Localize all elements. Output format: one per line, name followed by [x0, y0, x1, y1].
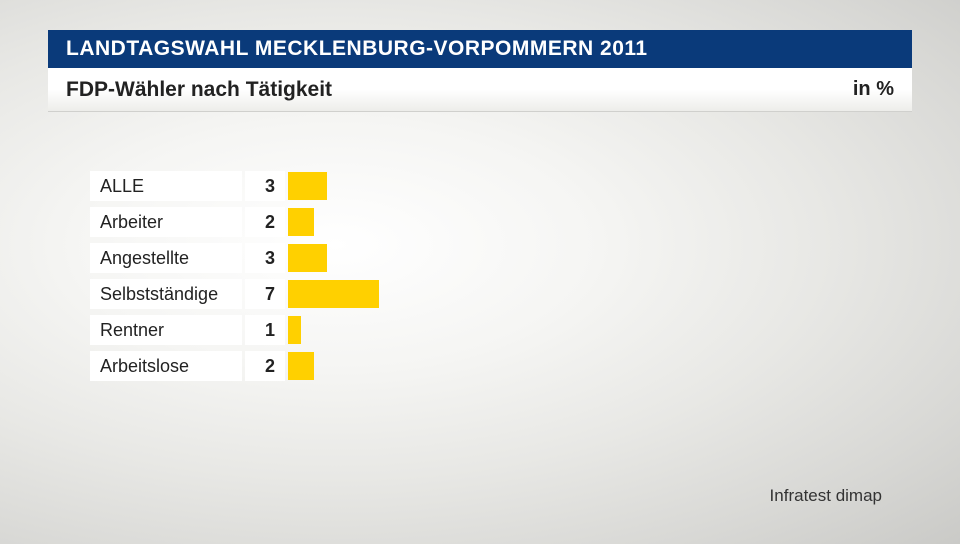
row-value: 2: [245, 351, 285, 381]
bar-chart: ALLE3Arbeiter2Angestellte3Selbstständige…: [90, 170, 379, 386]
row-label: Selbstständige: [90, 279, 242, 309]
row-value: 3: [245, 243, 285, 273]
row-label: Arbeitslose: [90, 351, 242, 381]
row-label: Rentner: [90, 315, 242, 345]
row-label: Angestellte: [90, 243, 242, 273]
subheader-subtitle: FDP-Wähler nach Tätigkeit: [66, 78, 332, 102]
row-value: 3: [245, 171, 285, 201]
row-value: 7: [245, 279, 285, 309]
subheader-band: FDP-Wähler nach Tätigkeit in %: [48, 68, 912, 112]
row-bar: [288, 244, 327, 272]
chart-row: ALLE3: [90, 170, 379, 202]
row-label: Arbeiter: [90, 207, 242, 237]
row-bar: [288, 352, 314, 380]
row-bar: [288, 316, 301, 344]
row-bar: [288, 172, 327, 200]
row-label: ALLE: [90, 171, 242, 201]
subheader-unit: in %: [853, 78, 894, 101]
row-bar: [288, 208, 314, 236]
row-bar: [288, 280, 379, 308]
chart-row: Arbeiter2: [90, 206, 379, 238]
header-band: LANDTAGSWAHL MECKLENBURG-VORPOMMERN 2011: [48, 30, 912, 68]
chart-row: Rentner1: [90, 314, 379, 346]
header-title: LANDTAGSWAHL MECKLENBURG-VORPOMMERN 2011: [66, 37, 648, 61]
source-credit: Infratest dimap: [770, 486, 882, 506]
row-value: 1: [245, 315, 285, 345]
chart-row: Angestellte3: [90, 242, 379, 274]
chart-row: Arbeitslose2: [90, 350, 379, 382]
row-value: 2: [245, 207, 285, 237]
chart-row: Selbstständige7: [90, 278, 379, 310]
